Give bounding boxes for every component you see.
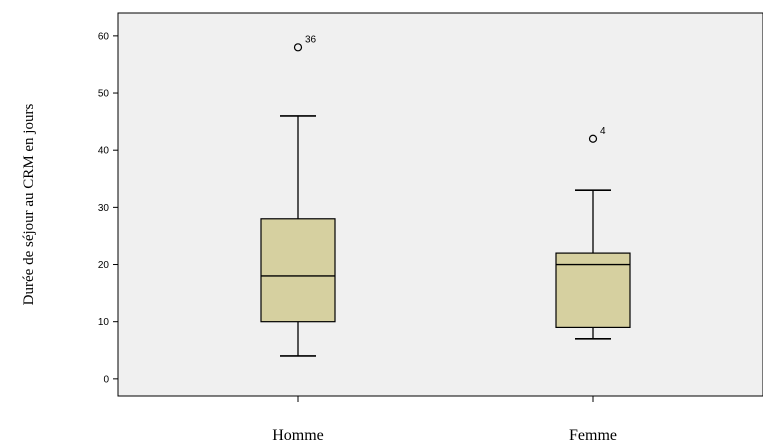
box-group-homme: 36 — [260, 34, 336, 357]
x-category-label: Femme — [569, 427, 617, 444]
box-iqr — [260, 218, 336, 323]
y-tick-label: 30 — [98, 203, 110, 214]
y-tick-label: 0 — [103, 374, 109, 385]
x-category-label: Homme — [272, 427, 324, 444]
y-tick-label: 60 — [98, 31, 110, 42]
y-tick-label: 40 — [98, 146, 110, 157]
y-axis-title: Durée de séjour au CRM en jours — [21, 104, 37, 306]
x-axis: Homme Femme — [272, 396, 617, 444]
y-axis: 0 10 20 30 40 50 60 — [98, 31, 118, 385]
outlier-point — [293, 43, 303, 52]
y-tick-label: 10 — [98, 317, 110, 328]
y-tick-label: 50 — [98, 89, 110, 100]
outlier-label: 4 — [600, 126, 606, 137]
outlier-point — [588, 134, 598, 143]
plot-area — [117, 12, 763, 397]
y-tick-label: 20 — [98, 260, 110, 271]
boxes: 36 4 — [260, 34, 631, 357]
outlier-label: 36 — [305, 34, 317, 45]
box-group-femme: 4 — [555, 126, 631, 340]
box-iqr — [555, 252, 631, 329]
